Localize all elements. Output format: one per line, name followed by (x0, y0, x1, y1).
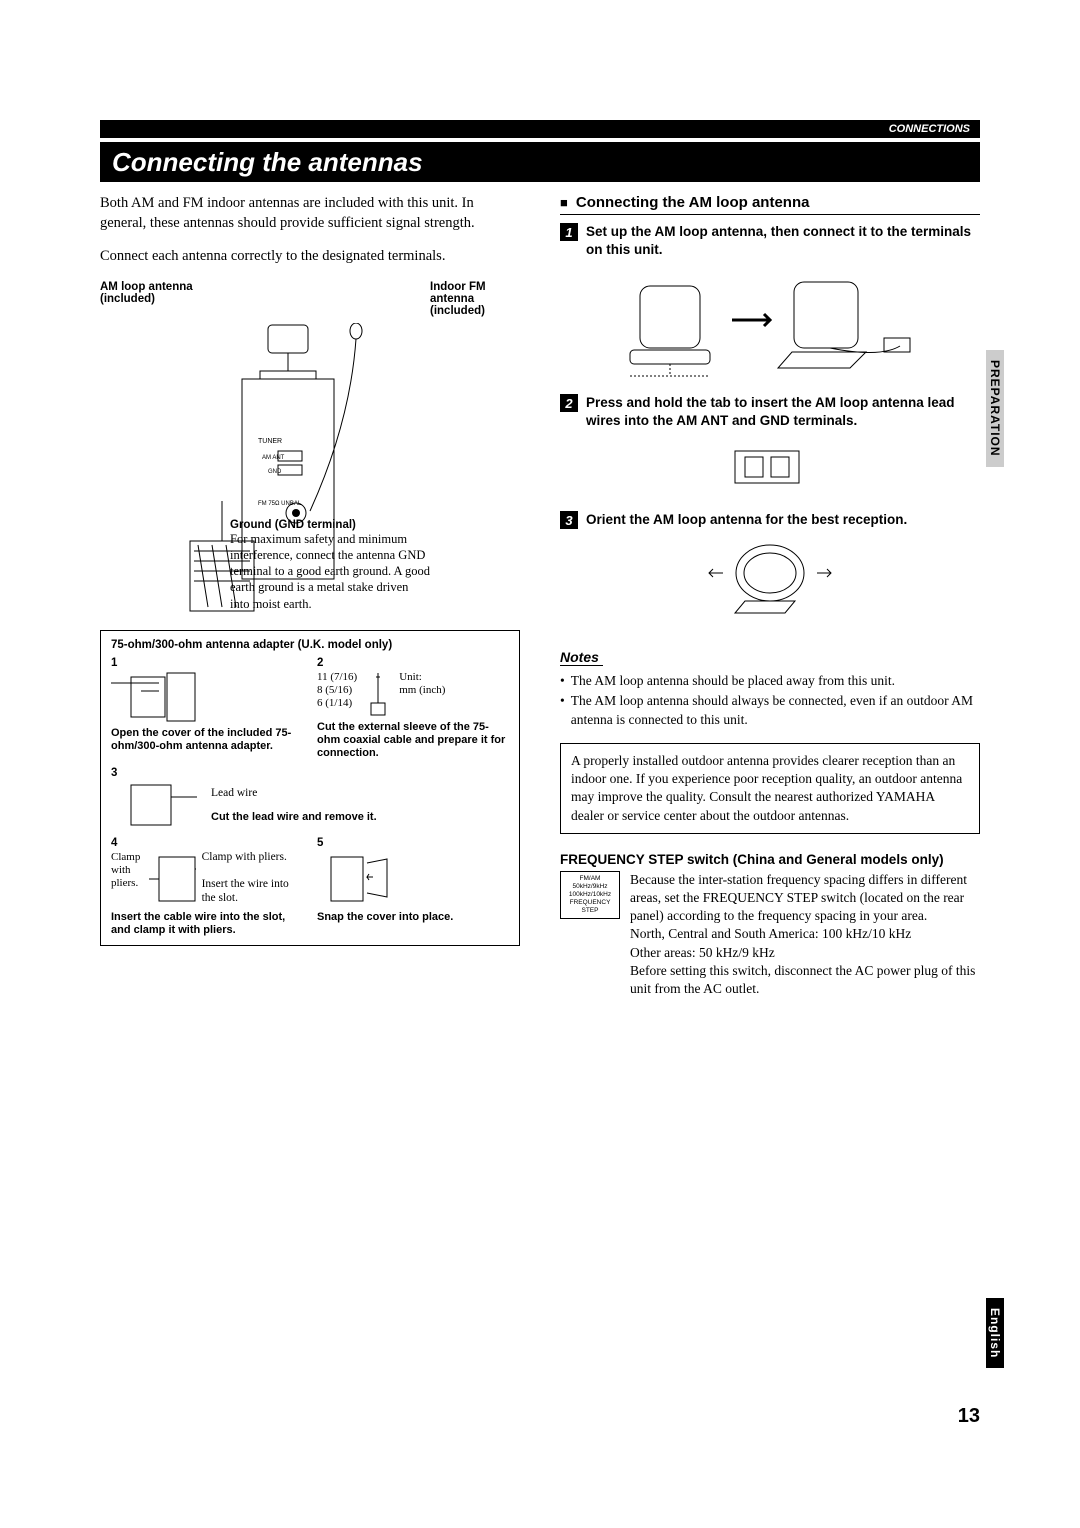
uk-cell-4: 4 Clamp with pliers. Clamp with pliers. … (111, 837, 303, 937)
side-tab-preparation: PREPARATION (986, 350, 1004, 467)
uk-step-3-caption: Cut the lead wire and remove it. (211, 811, 377, 824)
frequency-step-body: FM/AM 50kHz/9kHz 100kHz/10kHz FREQUENCY … (560, 871, 980, 999)
uk-step-1-caption: Open the cover of the included 75-ohm/30… (111, 727, 303, 753)
gnd-title: Ground (GND terminal) (230, 519, 430, 531)
uk-adapter-box: 75-ohm/300-ohm antenna adapter (U.K. mod… (100, 630, 520, 946)
uk-step-4-insert: Insert the wire into the slot. (202, 878, 303, 906)
uk-step-5-diagram (317, 849, 397, 909)
step-2-diagram (715, 439, 825, 495)
uk-step-2-caption: Cut the external sleeve of the 75-ohm co… (317, 721, 509, 761)
step-1-text: Set up the AM loop antenna, then connect… (586, 223, 980, 258)
frequency-step-text: Because the inter-station frequency spac… (630, 871, 980, 999)
uk-adapter-grid: 1 Open the cover of the included 75-ohm/… (111, 657, 509, 937)
side-tab-preparation-label: PREPARATION (988, 360, 1002, 457)
svg-text:AM ANT: AM ANT (262, 455, 285, 461)
intro-paragraph-1: Both AM and FM indoor antennas are inclu… (100, 194, 520, 233)
frequency-step-icon-label: FM/AM 50kHz/9kHz 100kHz/10kHz FREQUENCY … (560, 871, 620, 920)
uk-step-3-lead: Lead wire (211, 787, 377, 801)
notes-list: The AM loop antenna should be placed awa… (560, 672, 980, 729)
uk-step-4-clamp-left: Clamp with pliers. (111, 851, 141, 909)
svg-text:GND: GND (268, 469, 282, 475)
note-2-text: The AM loop antenna should always be con… (571, 692, 980, 728)
uk-step-4-clamp-right: Clamp with pliers. (202, 851, 303, 865)
step-3-diagram (705, 539, 835, 619)
am-loop-heading: Connecting the AM loop antenna (560, 194, 980, 215)
step-1-diagram (620, 268, 920, 378)
page-number: 13 (958, 1405, 980, 1428)
uk-step-1-diagram (111, 669, 211, 725)
page-title: Connecting the antennas (112, 147, 423, 178)
notes-heading: Notes (560, 649, 603, 666)
step-3: 3 Orient the AM loop antenna for the bes… (560, 511, 980, 529)
uk-step-5-num: 5 (317, 837, 509, 849)
step-2-num: 2 (560, 394, 578, 412)
note-item-1: The AM loop antenna should be placed awa… (560, 672, 980, 690)
step-2: 2 Press and hold the tab to insert the A… (560, 394, 980, 429)
outdoor-antenna-text: A properly installed outdoor antenna pro… (571, 753, 962, 823)
step-3-text: Orient the AM loop antenna for the best … (586, 511, 907, 529)
svg-text:FM 75Ω UNBAL: FM 75Ω UNBAL (258, 501, 302, 507)
uk-cell-5: 5 Snap the cover into place. (317, 837, 509, 937)
step-1: 1 Set up the AM loop antenna, then conne… (560, 223, 980, 258)
uk-step-5-caption: Snap the cover into place. (317, 911, 509, 924)
uk-step-3-diagram (111, 779, 201, 831)
right-column: Connecting the AM loop antenna 1 Set up … (560, 194, 980, 998)
page-title-bar: Connecting the antennas (100, 142, 980, 182)
am-loop-heading-text: Connecting the AM loop antenna (576, 194, 810, 211)
uk-step-2-dims: 11 (7/16) 8 (5/16) 6 (1/14) (317, 671, 357, 711)
antenna-labels-row: AM loop antenna (included) Indoor FM ant… (100, 281, 520, 317)
content-columns: Both AM and FM indoor antennas are inclu… (100, 194, 980, 998)
header-section-bar: CONNECTIONS (100, 120, 980, 138)
step-2-text: Press and hold the tab to insert the AM … (586, 394, 980, 429)
svg-text:TUNER: TUNER (258, 438, 282, 445)
fm-indoor-label: Indoor FM antenna (included) (430, 281, 520, 317)
side-tab-english: English (986, 1298, 1004, 1368)
frequency-step-icon: FM/AM 50kHz/9kHz 100kHz/10kHz FREQUENCY … (560, 871, 620, 999)
uk-cell-1: 1 Open the cover of the included 75-ohm/… (111, 657, 303, 761)
uk-step-4-caption: Insert the cable wire into the slot, and… (111, 911, 303, 937)
gnd-note: Ground (GND terminal) For maximum safety… (230, 519, 430, 612)
step-1-num: 1 (560, 223, 578, 241)
note-1-text: The AM loop antenna should be placed awa… (571, 672, 895, 690)
uk-cell-3: 3 Lead wire Cut the lead wire and remove… (111, 767, 509, 831)
intro-paragraph-2: Connect each antenna correctly to the de… (100, 247, 520, 267)
uk-step-3-num: 3 (111, 767, 509, 779)
left-column: Both AM and FM indoor antennas are inclu… (100, 194, 520, 998)
frequency-step-heading: FREQUENCY STEP switch (China and General… (560, 852, 980, 867)
uk-step-4-diagram (147, 849, 195, 909)
side-tab-english-label: English (988, 1308, 1002, 1358)
am-loop-label: AM loop antenna (included) (100, 281, 210, 317)
uk-step-2-unit: Unit: mm (inch) (399, 671, 445, 697)
uk-step-2-diagram (363, 669, 393, 719)
uk-cell-2: 2 11 (7/16) 8 (5/16) 6 (1/14) Unit: mm (… (317, 657, 509, 761)
uk-step-4-num: 4 (111, 837, 303, 849)
uk-adapter-title: 75-ohm/300-ohm antenna adapter (U.K. mod… (111, 639, 509, 651)
step-3-num: 3 (560, 511, 578, 529)
outdoor-antenna-box: A properly installed outdoor antenna pro… (560, 743, 980, 834)
note-item-2: The AM loop antenna should always be con… (560, 692, 980, 728)
uk-step-2-num: 2 (317, 657, 509, 669)
header-section-label: CONNECTIONS (889, 123, 970, 135)
uk-step-1-num: 1 (111, 657, 303, 669)
gnd-body: For maximum safety and minimum interfere… (230, 531, 430, 612)
